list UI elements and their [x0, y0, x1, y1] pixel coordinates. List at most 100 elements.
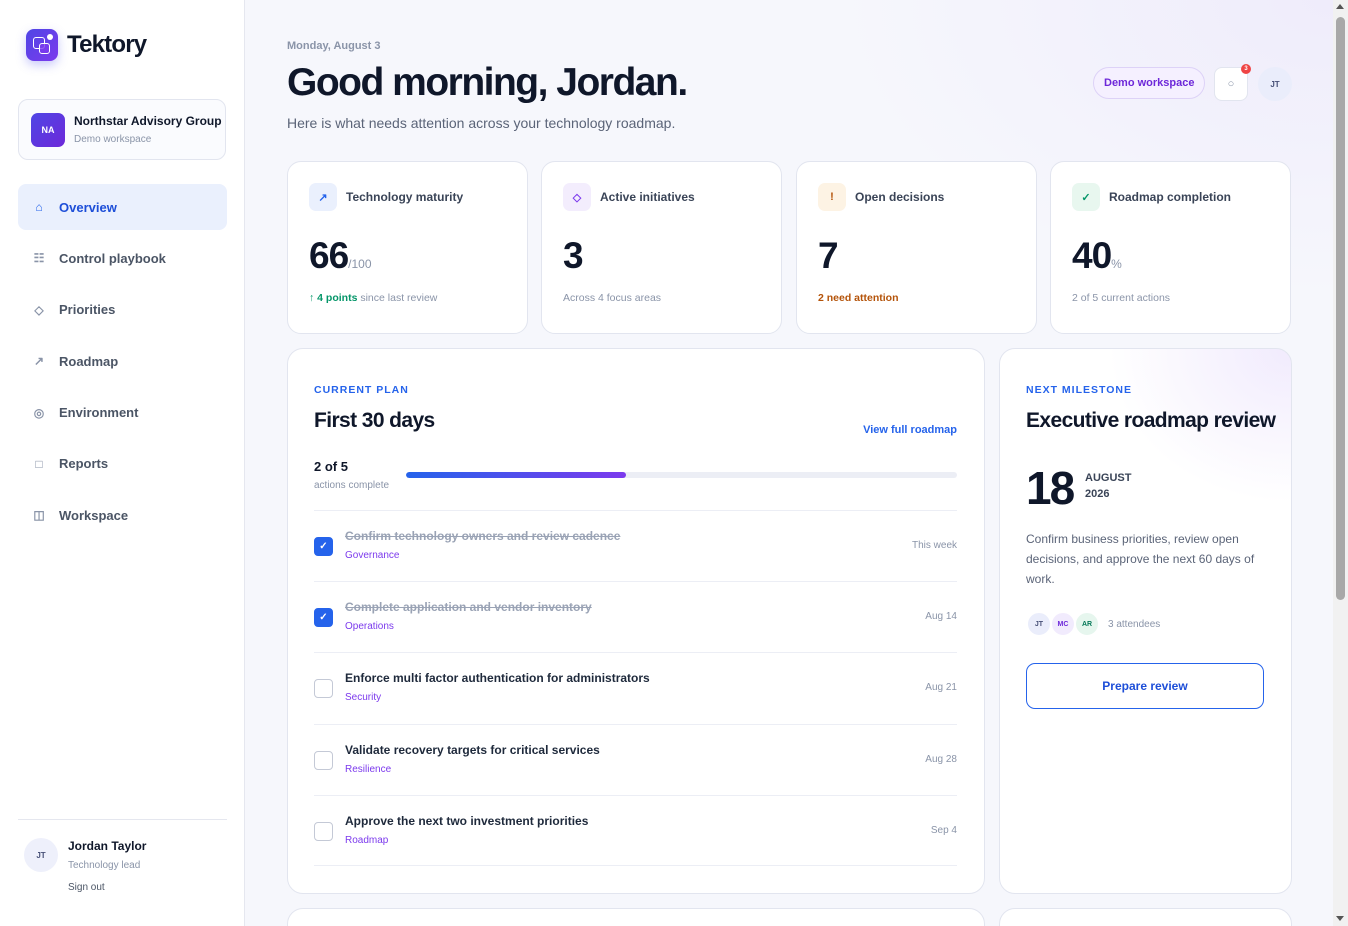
- page-scrollbar[interactable]: [1333, 0, 1348, 926]
- trend-arrow-icon: ↗: [33, 354, 45, 369]
- stat-note: ↑ 4 points since last review: [309, 292, 437, 304]
- list-icon: ☷: [33, 251, 45, 266]
- bell-icon: ○: [1227, 78, 1235, 90]
- view-roadmap-link[interactable]: View full roadmap: [863, 424, 957, 436]
- user-block: JT Jordan Taylor Technology lead Sign ou…: [18, 819, 227, 893]
- stat-note: 2 need attention: [818, 292, 899, 304]
- stat-value: 3: [563, 235, 584, 276]
- stat-note-highlight: 2 need attention: [818, 292, 899, 304]
- milestone-description: Confirm business priorities, review open…: [1026, 532, 1255, 586]
- stat-label: Technology maturity: [346, 190, 464, 204]
- scroll-down-icon[interactable]: [1336, 916, 1344, 921]
- user-role: Technology lead: [68, 860, 141, 871]
- trend-up-icon: ↗: [309, 183, 337, 211]
- notifications-button[interactable]: ○ 3: [1214, 64, 1251, 101]
- sidebar-item-environment[interactable]: ◎ Environment: [18, 390, 227, 436]
- stat-note-text: Across 4 focus areas: [563, 292, 662, 304]
- stat-note-text: 2 of 5 current actions: [1072, 292, 1171, 304]
- stat-unit: %: [1111, 257, 1122, 271]
- page-subtitle: Here is what needs attention across your…: [287, 115, 676, 131]
- task-row: Enforce multi factor authentication for …: [314, 652, 957, 723]
- task-tag: Security: [345, 692, 382, 704]
- task-checkbox[interactable]: ✓: [314, 608, 333, 628]
- sidebar-nav: ⌂ Overview ☷ Control playbook ◇ Priorities ↗ Ro…: [18, 184, 227, 544]
- attendee-avatar: AR: [1074, 611, 1100, 637]
- progress-label: actions complete: [314, 480, 390, 491]
- sidebar-item-overview[interactable]: ⌂ Overview: [18, 184, 227, 230]
- task-due-date: Aug 14: [925, 611, 957, 623]
- task-title: Enforce multi factor authentication for …: [345, 671, 650, 686]
- alert-icon: !: [818, 183, 846, 211]
- stat-note-text: since last review: [357, 292, 438, 304]
- stat-card-roadmap-completion[interactable]: ✓ Roadmap completion 40% 2 of 5 current …: [1050, 161, 1291, 334]
- user-profile[interactable]: JT Jordan Taylor Technology lead: [18, 838, 227, 872]
- milestone-eyebrow: NEXT MILESTONE: [1026, 384, 1132, 396]
- sidebar-item-label: Control playbook: [59, 250, 166, 266]
- org-switcher[interactable]: NA Northstar Advisory Group Demo workspa…: [18, 99, 226, 160]
- sidebar-item-workspace[interactable]: ◫ Workspace: [18, 492, 227, 538]
- sidebar-item-reports[interactable]: □ Reports: [18, 441, 227, 487]
- stat-value: 40%: [1072, 235, 1122, 276]
- sidebar-item-label: Reports: [59, 456, 109, 472]
- task-checkbox[interactable]: [314, 821, 333, 841]
- scroll-up-icon[interactable]: [1336, 4, 1344, 9]
- sidebar-item-label: Overview: [59, 199, 117, 215]
- task-row: ✓ Complete application and vendor invent…: [314, 581, 957, 652]
- task-checkbox[interactable]: [314, 679, 333, 699]
- milestone-title: Executive roadmap review: [1026, 409, 1276, 432]
- stat-card-active-initiatives[interactable]: ◇ Active initiatives 3 Across 4 focus ar…: [541, 161, 782, 334]
- layout-icon: ◫: [33, 508, 45, 523]
- progress-count: 2 of 5: [314, 459, 348, 474]
- stat-value: 7: [818, 235, 839, 276]
- sidebar-item-label: Environment: [59, 405, 139, 421]
- current-plan-card: CURRENT PLAN First 30 days View full roa…: [287, 348, 985, 894]
- task-title: Confirm technology owners and review cad…: [345, 529, 621, 543]
- account-avatar[interactable]: JT: [1258, 67, 1292, 101]
- prepare-review-button[interactable]: Prepare review: [1026, 663, 1264, 709]
- app-name: Tektory: [67, 31, 147, 58]
- task-row: Approve the next two investment prioriti…: [314, 794, 957, 866]
- plan-eyebrow: CURRENT PLAN: [314, 384, 409, 396]
- sidebar-item-control-playbook[interactable]: ☷ Control playbook: [18, 235, 227, 281]
- diamond-icon: ◇: [34, 302, 44, 317]
- task-due-date: Aug 28: [925, 753, 957, 765]
- task-row: Validate recovery targets for critical s…: [314, 723, 957, 795]
- sidebar-item-roadmap[interactable]: ↗ Roadmap: [18, 338, 227, 384]
- app-logo[interactable]: Tektory: [26, 29, 147, 61]
- stat-value: 66/100: [309, 235, 372, 276]
- stat-note: Across 4 focus areas: [563, 292, 661, 304]
- stat-card-technology-maturity[interactable]: ↗ Technology maturity 66/100 ↑ 4 points …: [287, 161, 528, 334]
- attendee-avatar: MC: [1050, 611, 1076, 637]
- org-subtitle: Demo workspace: [74, 134, 152, 145]
- task-title: Approve the next two investment prioriti…: [345, 813, 589, 828]
- diamond-icon: ◇: [563, 183, 591, 211]
- next-card-left: [287, 908, 985, 926]
- milestone-year: 2026: [1085, 488, 1110, 500]
- stat-note-highlight: ↑ 4 points: [309, 292, 358, 304]
- sidebar-item-priorities[interactable]: ◇ Priorities: [18, 287, 227, 333]
- stat-card-open-decisions[interactable]: ! Open decisions 7 2 need attention: [796, 161, 1037, 334]
- workspace-badge[interactable]: Demo workspace: [1093, 67, 1206, 99]
- task-due-date: Sep 4: [930, 824, 957, 836]
- attendee-avatar: JT: [1026, 611, 1052, 637]
- next-card-right: [999, 908, 1292, 926]
- task-list: ✓ Confirm technology owners and review c…: [314, 510, 957, 866]
- sidebar-item-label: Workspace: [59, 507, 129, 523]
- milestone-month: AUGUST: [1085, 472, 1132, 484]
- page-title: Good morning, Jordan.: [287, 61, 688, 104]
- home-icon: ⌂: [35, 200, 43, 214]
- stat-label: Open decisions: [855, 190, 945, 204]
- attendee-list: JT MC AR 3 attendees: [1026, 611, 1160, 637]
- task-checkbox[interactable]: ✓: [314, 537, 333, 556]
- task-tag: Resilience: [345, 763, 392, 775]
- plan-title: First 30 days: [314, 409, 435, 432]
- scroll-thumb[interactable]: [1336, 17, 1345, 600]
- task-tag: Operations: [345, 621, 394, 633]
- sign-out-link[interactable]: Sign out: [68, 882, 105, 893]
- check-icon: ✓: [1072, 183, 1100, 211]
- milestone-day: 18: [1026, 462, 1075, 514]
- document-icon: □: [35, 456, 43, 471]
- task-due-date: Aug 21: [925, 682, 957, 694]
- progress-bar: [406, 472, 957, 478]
- task-checkbox[interactable]: [314, 750, 333, 770]
